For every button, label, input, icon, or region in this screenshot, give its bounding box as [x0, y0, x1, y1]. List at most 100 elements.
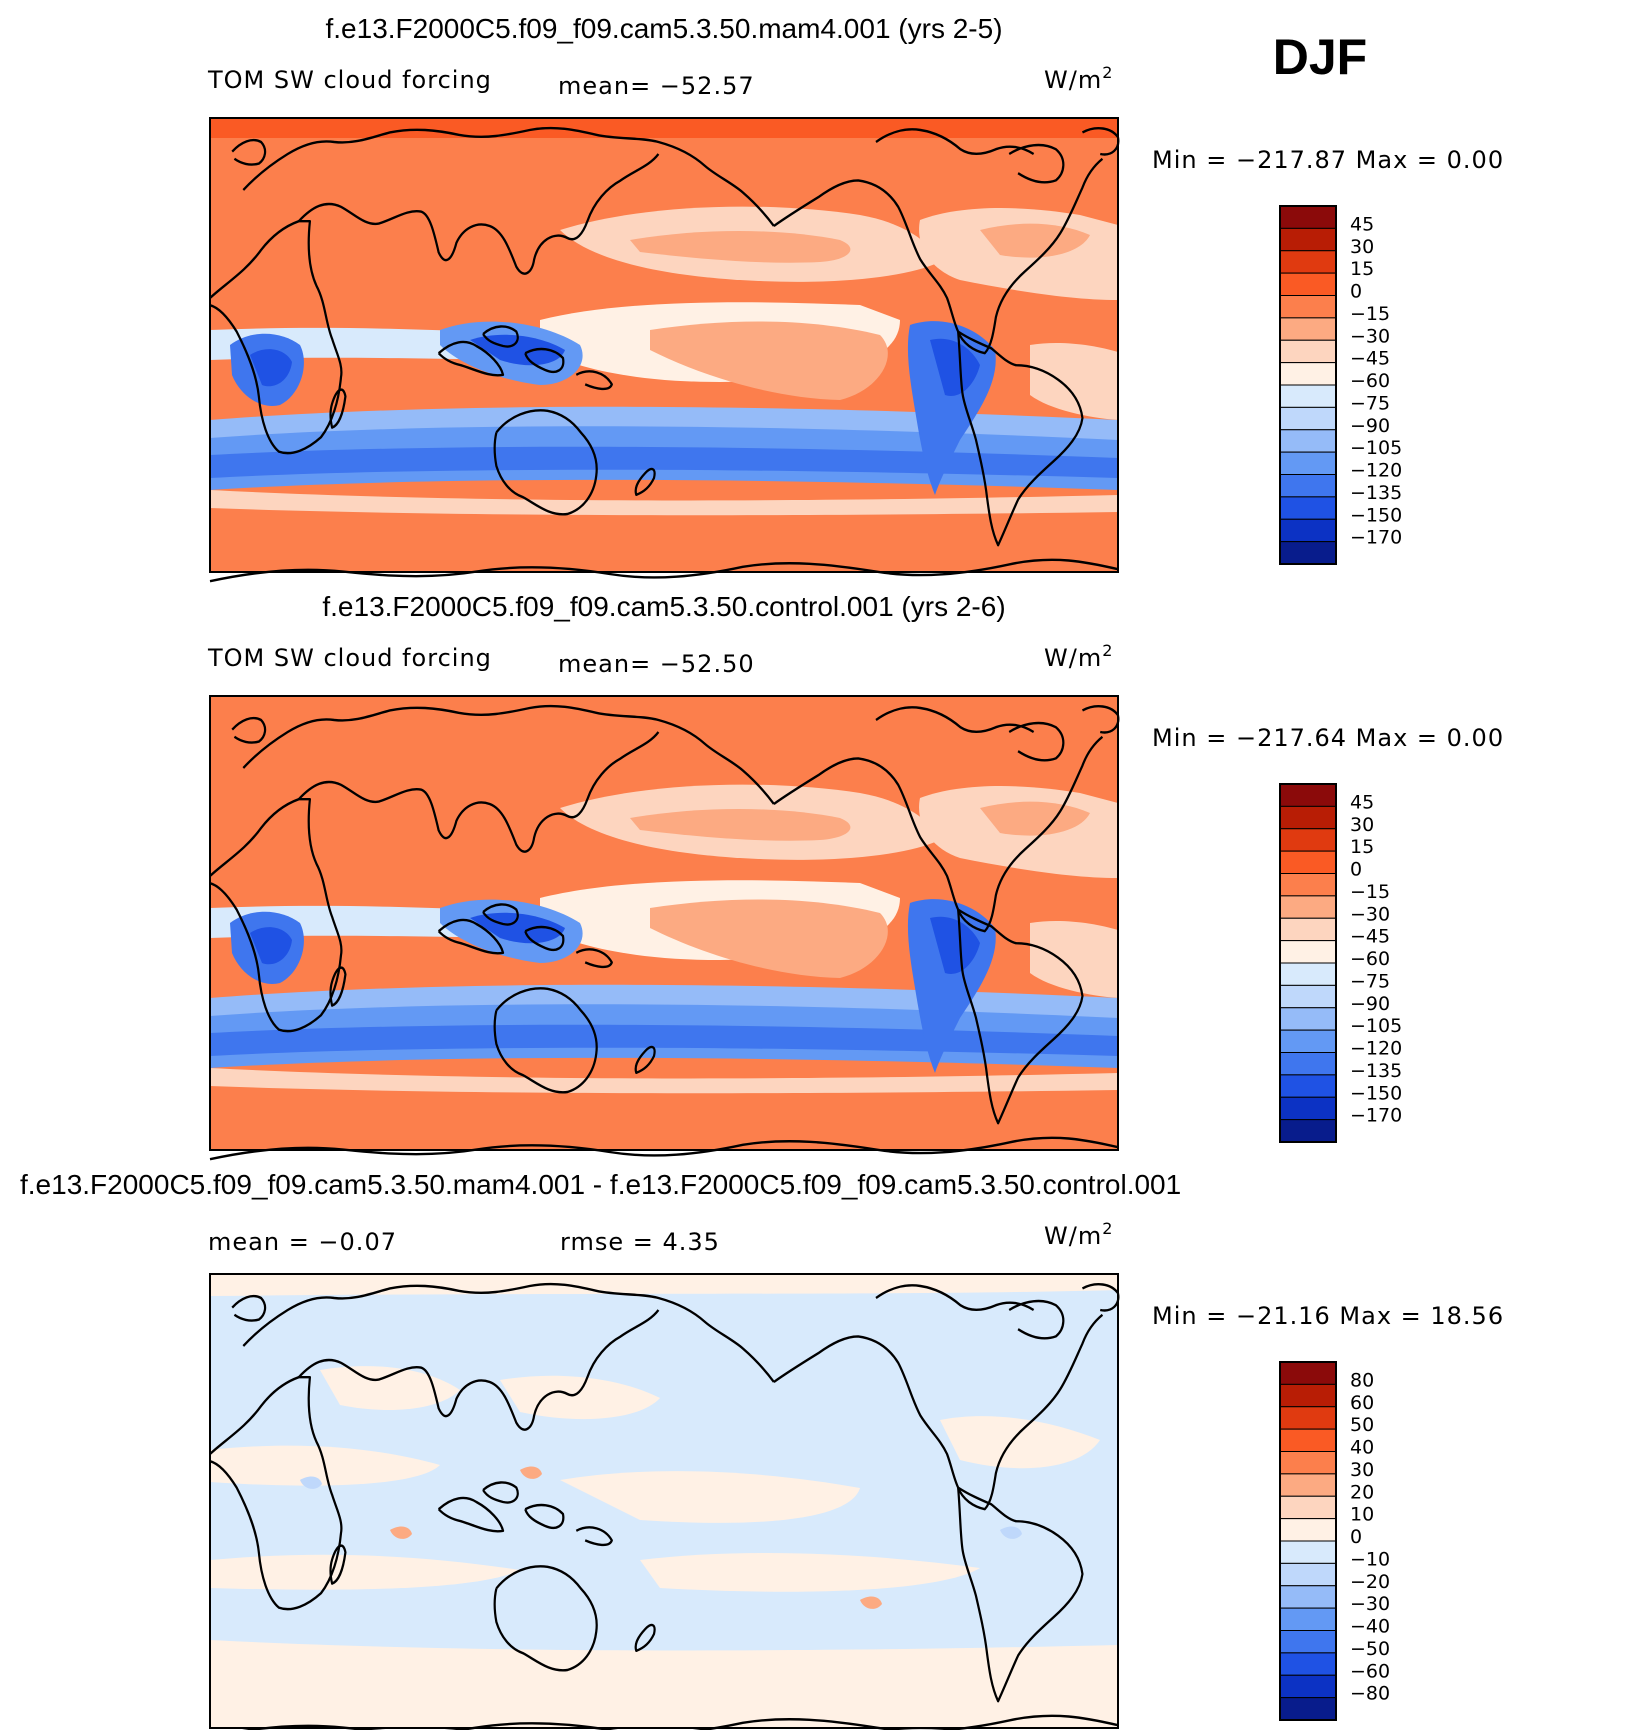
map-plot	[208, 1273, 1120, 1730]
colorbar-swatch	[1279, 1607, 1337, 1631]
colorbar-swatch	[1279, 451, 1337, 475]
colorbar-swatch	[1279, 384, 1337, 408]
colorbar-swatch	[1279, 227, 1337, 252]
colorbar-swatch	[1279, 1495, 1337, 1520]
colorbar-tick-label: −30	[1350, 1593, 1390, 1615]
colorbar-tick-label: −135	[1350, 482, 1402, 504]
units-label: W/m2	[1044, 1219, 1113, 1250]
colorbar-swatch	[1279, 1119, 1337, 1143]
colorbar-tick-label: 30	[1350, 236, 1374, 258]
colorbar-tick-label: −15	[1350, 303, 1390, 325]
colorbar-swatch	[1279, 1473, 1337, 1497]
colorbar: 4530150−15−30−45−60−75−90−105−120−135−15…	[1279, 783, 1402, 1143]
colorbar-swatch	[1279, 541, 1337, 565]
colorbar-frame	[1279, 205, 1337, 565]
colorbar-tick-label: −150	[1350, 1082, 1402, 1104]
colorbar-swatch	[1279, 783, 1337, 807]
colorbar-swatch	[1279, 805, 1337, 830]
colorbar-swatch	[1279, 205, 1337, 229]
colorbar-tick-label: −10	[1350, 1548, 1390, 1570]
colorbar-tick-label: −60	[1350, 1660, 1390, 1682]
panel-mam4: f.e13.F2000C5.f09_f09.cam5.3.50.mam4.001…	[207, 13, 1503, 583]
colorbar-tick-label: −75	[1350, 970, 1390, 992]
map-plot	[208, 695, 1120, 1161]
colorbar-swatch	[1279, 496, 1337, 520]
colorbar-swatch	[1279, 272, 1337, 296]
colorbar-swatch	[1279, 1007, 1337, 1031]
colorbar-swatch	[1279, 828, 1337, 852]
map-plot	[208, 117, 1120, 583]
colorbar-tick-label: −120	[1350, 1038, 1402, 1060]
season-label: DJF	[1273, 29, 1367, 85]
colorbar-tick-label: 0	[1350, 1526, 1362, 1548]
colorbar-tick-label: −45	[1350, 926, 1390, 948]
colorbar-tick-label: 0	[1350, 859, 1362, 881]
colorbar-tick-label: −60	[1350, 370, 1390, 392]
colorbar-swatch	[1279, 1074, 1337, 1098]
colorbar-swatch	[1279, 406, 1337, 431]
colorbar-tick-label: 80	[1350, 1369, 1374, 1391]
colorbar-swatch	[1279, 873, 1337, 897]
colorbar-swatch	[1279, 1361, 1337, 1385]
colorbar-swatch	[1279, 362, 1337, 386]
colorbar-swatch	[1279, 1697, 1337, 1721]
colorbar-tick-label: −105	[1350, 437, 1402, 459]
colorbar-tick-label: 45	[1350, 213, 1374, 235]
colorbar-tick-label: −30	[1350, 903, 1390, 925]
colorbar-swatch	[1279, 1096, 1337, 1121]
colorbar-tick-label: −150	[1350, 504, 1402, 526]
colorbar-swatch	[1279, 474, 1337, 498]
colorbar-swatch	[1279, 1518, 1337, 1542]
rmse-label: rmse = 4.35	[560, 1228, 720, 1256]
colorbar-tick-label: 50	[1350, 1414, 1374, 1436]
mean-label: mean= −52.57	[558, 72, 755, 100]
variable-label: TOM SW cloud forcing	[207, 66, 492, 94]
panel-title: f.e13.F2000C5.f09_f09.cam5.3.50.control.…	[322, 591, 1005, 622]
colorbar-swatch	[1279, 1029, 1337, 1053]
panel-difference: f.e13.F2000C5.f09_f09.cam5.3.50.mam4.001…	[20, 1169, 1504, 1730]
colorbar-tick-label: −20	[1350, 1571, 1390, 1593]
colorbar-swatch	[1279, 917, 1337, 942]
colorbar-tick-label: −105	[1350, 1015, 1402, 1037]
colorbar-swatch	[1279, 518, 1337, 543]
colorbar-swatch	[1279, 250, 1337, 274]
colorbar-tick-label: −75	[1350, 392, 1390, 414]
colorbar-swatch	[1279, 940, 1337, 964]
colorbar-swatch	[1279, 317, 1337, 341]
colorbar-tick-label: −90	[1350, 993, 1390, 1015]
colorbar: 4530150−15−30−45−60−75−90−105−120−135−15…	[1279, 205, 1402, 565]
min-max-label: Min = −21.16 Max = 18.56	[1152, 1302, 1504, 1330]
units-label: W/m2	[1044, 641, 1113, 672]
colorbar-tick-label: 45	[1350, 791, 1374, 813]
colorbar-swatch	[1279, 295, 1337, 319]
variable-label: TOM SW cloud forcing	[207, 644, 492, 672]
colorbar-tick-label: −80	[1350, 1683, 1390, 1705]
colorbar-tick-label: −50	[1350, 1638, 1390, 1660]
colorbar-tick-label: −30	[1350, 325, 1390, 347]
colorbar-tick-label: −120	[1350, 460, 1402, 482]
mean-label: mean= −52.50	[558, 650, 755, 678]
panel-title: f.e13.F2000C5.f09_f09.cam5.3.50.mam4.001…	[20, 1169, 1181, 1200]
colorbar-swatch	[1279, 1383, 1337, 1408]
mean-label: mean = −0.07	[208, 1228, 397, 1256]
colorbar-swatch	[1279, 1052, 1337, 1076]
colorbar-swatch	[1279, 1406, 1337, 1430]
colorbar-swatch	[1279, 984, 1337, 1009]
colorbar-tick-label: −170	[1350, 527, 1402, 549]
colorbar-tick-label: −170	[1350, 1105, 1402, 1127]
colorbar-tick-label: 60	[1350, 1392, 1374, 1414]
colorbar-tick-label: −40	[1350, 1616, 1390, 1638]
colorbar-tick-label: 0	[1350, 281, 1362, 303]
colorbar-tick-label: −90	[1350, 415, 1390, 437]
colorbar-tick-label: 20	[1350, 1481, 1374, 1503]
colorbar-tick-label: −135	[1350, 1060, 1402, 1082]
colorbar-swatch	[1279, 850, 1337, 874]
panel-control: f.e13.F2000C5.f09_f09.cam5.3.50.control.…	[207, 591, 1503, 1161]
colorbar-tick-label: −45	[1350, 348, 1390, 370]
colorbar-swatch	[1279, 1652, 1337, 1676]
colorbar-swatch	[1279, 429, 1337, 453]
colorbar-frame	[1279, 1361, 1337, 1721]
colorbar-swatch	[1279, 1562, 1337, 1587]
